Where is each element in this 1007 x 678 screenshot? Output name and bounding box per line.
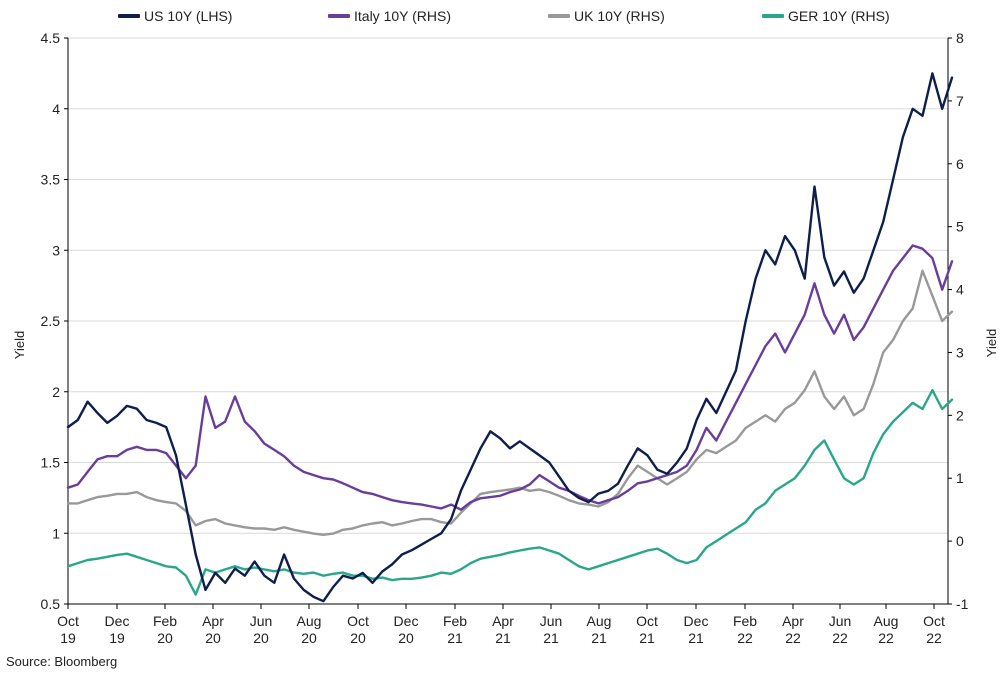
x-tick-year: 22 [926, 630, 942, 646]
x-tick-month: Feb [443, 613, 467, 629]
x-tick-month: Aug [297, 613, 322, 629]
x-tick-month: Oct [57, 613, 79, 629]
x-tick-month: Feb [153, 613, 177, 629]
legend-label: Italy 10Y (RHS) [354, 8, 451, 24]
right-tick-label: 4 [956, 282, 964, 298]
legend-item: US 10Y (LHS) [118, 8, 232, 24]
legend-swatch [118, 14, 140, 18]
left-tick-label: 3 [52, 242, 60, 258]
legend-label: UK 10Y (RHS) [574, 8, 665, 24]
x-tick-year: 20 [350, 630, 366, 646]
right-tick-label: 0 [956, 533, 964, 549]
right-tick-label: 1 [956, 470, 964, 486]
x-tick-year: 20 [157, 630, 173, 646]
series-line-us [66, 72, 954, 603]
right-tick-label: -1 [956, 596, 969, 612]
right-axis-ticks: -1 0 1 2 3 4 5 6 7 8 [948, 30, 969, 612]
right-tick-label: 2 [956, 407, 964, 423]
left-tick-label: 4 [52, 101, 60, 117]
x-tick-year: 19 [109, 630, 125, 646]
left-tick-label: 3.5 [41, 172, 61, 188]
series-line-italy [66, 244, 954, 511]
x-tick-month: Oct [347, 613, 369, 629]
x-tick-year: 21 [688, 630, 704, 646]
right-tick-label: 6 [956, 156, 964, 172]
right-tick-label: 8 [956, 30, 964, 46]
x-tick-month: Apr [202, 613, 224, 629]
x-tick-year: 22 [785, 630, 801, 646]
gridlines [68, 37, 948, 534]
legend-item: UK 10Y (RHS) [548, 8, 665, 24]
source-note: Source: Bloomberg [6, 654, 118, 669]
x-tick-month: Jun [829, 613, 852, 629]
legend-label: GER 10Y (RHS) [788, 8, 890, 24]
right-axis-label: Yield [984, 329, 999, 357]
right-tick-label: 5 [956, 219, 964, 235]
x-tick-month: Aug [874, 613, 899, 629]
x-tick-month: Dec [105, 613, 130, 629]
x-tick-month: Apr [492, 613, 514, 629]
legend-swatch [328, 14, 350, 18]
x-tick-month: Oct [923, 613, 945, 629]
left-tick-label: 2.5 [41, 313, 61, 329]
series-line-uk [66, 269, 954, 536]
x-tick-year: 21 [447, 630, 463, 646]
right-tick-label: 7 [956, 93, 964, 109]
left-tick-label: 4.5 [41, 30, 61, 46]
x-tick-month: Aug [587, 613, 612, 629]
x-tick-year: 21 [495, 630, 511, 646]
x-tick-month: Dec [684, 613, 709, 629]
legend-swatch [762, 14, 784, 18]
x-tick-year: 22 [737, 630, 753, 646]
x-axis-ticks: Oct19Dec19Feb20Apr20Jun20Aug20Oct20Dec20… [57, 604, 945, 646]
x-tick-year: 21 [591, 630, 607, 646]
right-tick-label: 3 [956, 344, 964, 360]
x-tick-month: Jun [250, 613, 273, 629]
left-axis-ticks: 0.5 1 1.5 2 2.5 3 3.5 4 4.5 [41, 30, 68, 612]
x-tick-year: 21 [543, 630, 559, 646]
series-lines [66, 72, 954, 603]
x-tick-month: Feb [733, 613, 757, 629]
legend-swatch [548, 14, 570, 18]
x-tick-month: Apr [782, 613, 804, 629]
x-tick-year: 22 [878, 630, 894, 646]
left-tick-label: 1.5 [41, 455, 61, 471]
x-tick-year: 19 [60, 630, 76, 646]
left-tick-label: 0.5 [41, 596, 61, 612]
x-tick-year: 22 [832, 630, 848, 646]
x-tick-year: 20 [398, 630, 414, 646]
legend-label: US 10Y (LHS) [144, 8, 233, 24]
x-tick-year: 20 [301, 630, 317, 646]
left-tick-label: 2 [52, 384, 60, 400]
x-tick-year: 20 [205, 630, 221, 646]
legend-item: Italy 10Y (RHS) [328, 8, 451, 24]
legend: US 10Y (LHS) Italy 10Y (RHS) UK 10Y (RHS) G… [0, 8, 1007, 30]
legend-item: GER 10Y (RHS) [762, 8, 890, 24]
x-tick-month: Jun [540, 613, 563, 629]
x-tick-year: 20 [253, 630, 269, 646]
left-tick-label: 1 [52, 525, 60, 541]
x-tick-month: Oct [636, 613, 658, 629]
x-tick-year: 21 [639, 630, 655, 646]
left-axis-label: Yield [12, 331, 27, 359]
x-tick-month: Dec [394, 613, 419, 629]
